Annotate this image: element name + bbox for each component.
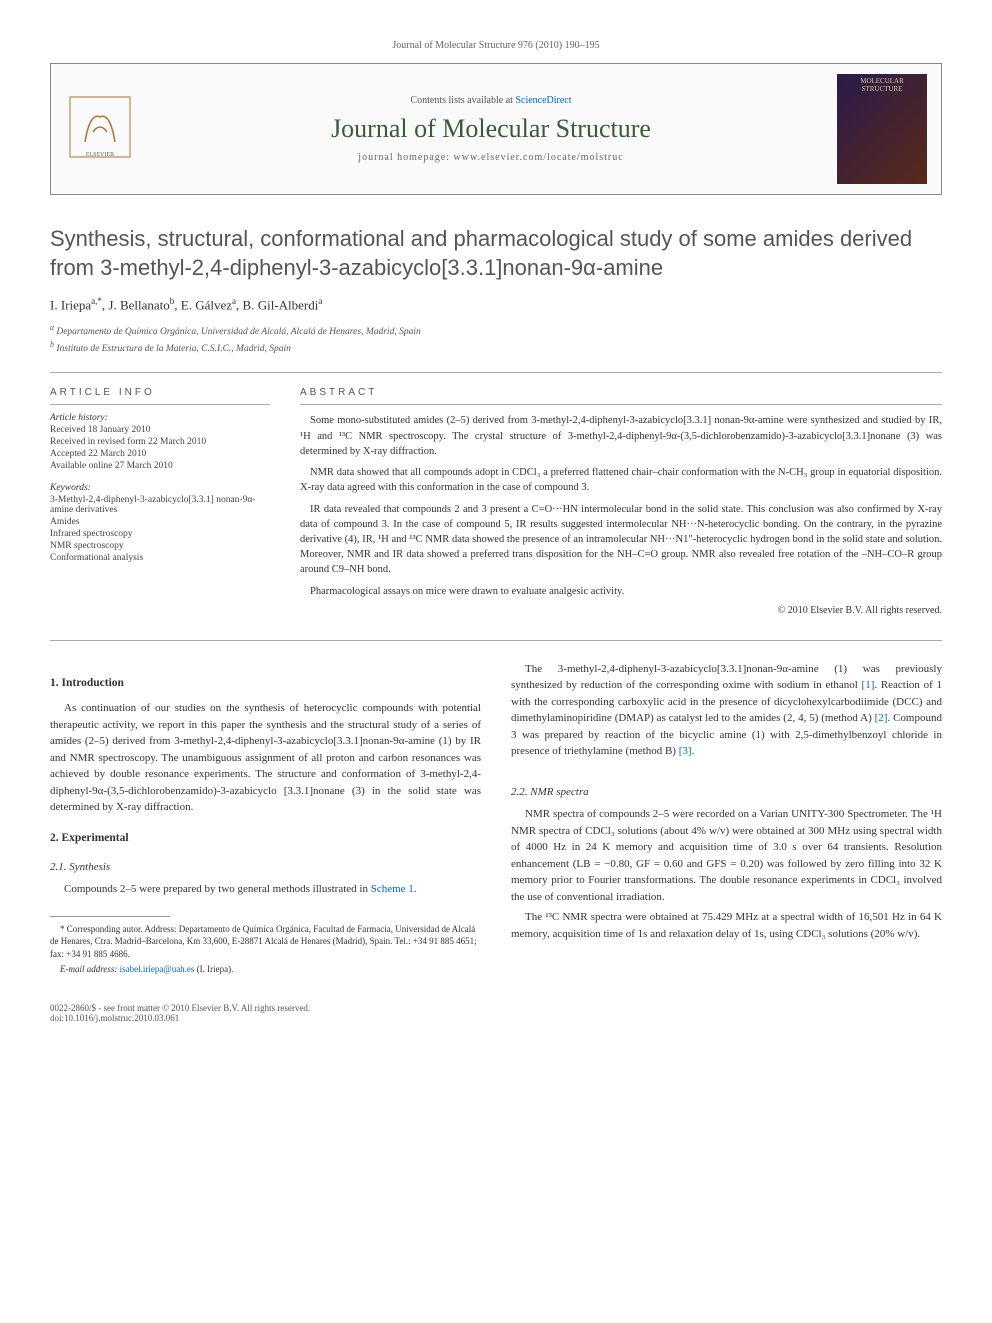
journal-header-box: ELSEVIER Contents lists available at Sci…: [50, 63, 942, 195]
scheme-link[interactable]: Scheme 1: [371, 883, 414, 895]
keyword: 3-Methyl-2,4-diphenyl-3-azabicyclo[3.3.1…: [50, 495, 270, 515]
online-date: Available online 27 March 2010: [50, 461, 270, 471]
affiliations: a Departamento de Química Orgánica, Univ…: [50, 322, 942, 357]
keyword: Infrared spectroscopy: [50, 529, 270, 539]
history-label: Article history:: [50, 413, 270, 423]
abstract-panel: ABSTRACT Some mono-substituted amides (2…: [300, 387, 942, 615]
homepage-url[interactable]: www.elsevier.com/locate/molstruc: [454, 152, 624, 163]
abstract-heading: ABSTRACT: [300, 387, 942, 405]
keywords-label: Keywords:: [50, 483, 270, 493]
keyword: Amides: [50, 517, 270, 527]
keyword: Conformational analysis: [50, 553, 270, 563]
footer-line: 0022-2860/$ - see front matter © 2010 El…: [50, 997, 942, 1023]
authors-line: I. Iriepaa,*, J. Bellanatob, E. Gálveza,…: [50, 296, 942, 313]
doi: doi:10.1016/j.molstruc.2010.03.061: [50, 1013, 310, 1023]
journal-cover-thumbnail: MOLECULAR STRUCTURE: [837, 74, 927, 184]
synthesis-paragraph: Compounds 2–5 were prepared by two gener…: [50, 881, 481, 898]
footnote-block: * Corresponding autor. Address: Departam…: [50, 923, 481, 975]
accepted-date: Accepted 22 March 2010: [50, 449, 270, 459]
revised-date: Received in revised form 22 March 2010: [50, 437, 270, 447]
abstract-paragraph: NMR data showed that all compounds adopt…: [300, 465, 942, 495]
abstract-paragraph: Pharmacological assays on mice were draw…: [300, 584, 942, 599]
issn-copyright: 0022-2860/$ - see front matter © 2010 El…: [50, 1003, 310, 1013]
keyword: NMR spectroscopy: [50, 541, 270, 551]
nmr-paragraph: The ¹³C NMR spectra were obtained at 75.…: [511, 909, 942, 942]
ref-link[interactable]: [2]: [875, 712, 888, 724]
nmr-heading: 2.2. NMR spectra: [511, 784, 942, 801]
experimental-heading: 2. Experimental: [50, 830, 481, 847]
header-citation: Journal of Molecular Structure 976 (2010…: [50, 40, 942, 51]
article-title: Synthesis, structural, conformational an…: [50, 225, 942, 282]
footnote-separator: [50, 916, 170, 917]
right-column: The 3-methyl-2,4-diphenyl-3-azabicyclo[3…: [511, 661, 942, 977]
abstract-paragraph: IR data revealed that compounds 2 and 3 …: [300, 502, 942, 578]
received-date: Received 18 January 2010: [50, 425, 270, 435]
cover-title: MOLECULAR STRUCTURE: [841, 78, 923, 93]
abstract-paragraph: Some mono-substituted amides (2–5) deriv…: [300, 413, 942, 459]
ref-link[interactable]: [1]: [862, 679, 875, 691]
article-info-panel: ARTICLE INFO Article history: Received 1…: [50, 387, 270, 615]
intro-paragraph: As continuation of our studies on the sy…: [50, 700, 481, 816]
svg-text:ELSEVIER: ELSEVIER: [86, 152, 114, 158]
contents-prefix: Contents lists available at: [410, 95, 515, 106]
nmr-paragraph: NMR spectra of compounds 2–5 were record…: [511, 806, 942, 905]
left-column: 1. Introduction As continuation of our s…: [50, 661, 481, 977]
article-info-heading: ARTICLE INFO: [50, 387, 270, 405]
sciencedirect-link[interactable]: ScienceDirect: [515, 95, 571, 106]
elsevier-logo: ELSEVIER: [65, 92, 145, 166]
synthesis-continuation: The 3-methyl-2,4-diphenyl-3-azabicyclo[3…: [511, 661, 942, 760]
affiliation-a: a Departamento de Química Orgánica, Univ…: [50, 322, 942, 339]
corresponding-author-note: * Corresponding autor. Address: Departam…: [50, 923, 481, 961]
intro-heading: 1. Introduction: [50, 675, 481, 692]
email-line: E-mail address: isabel.iriepa@uah.es (I.…: [50, 963, 481, 976]
synthesis-heading: 2.1. Synthesis: [50, 859, 481, 876]
contents-line: Contents lists available at ScienceDirec…: [145, 95, 837, 106]
affiliation-b: b Instituto de Estructura de la Materia,…: [50, 339, 942, 356]
ref-link[interactable]: [3]: [679, 745, 692, 757]
email-link[interactable]: isabel.iriepa@uah.es: [120, 964, 195, 974]
abstract-copyright: © 2010 Elsevier B.V. All rights reserved…: [300, 605, 942, 616]
homepage-line: journal homepage: www.elsevier.com/locat…: [145, 152, 837, 163]
journal-name: Journal of Molecular Structure: [145, 114, 837, 144]
